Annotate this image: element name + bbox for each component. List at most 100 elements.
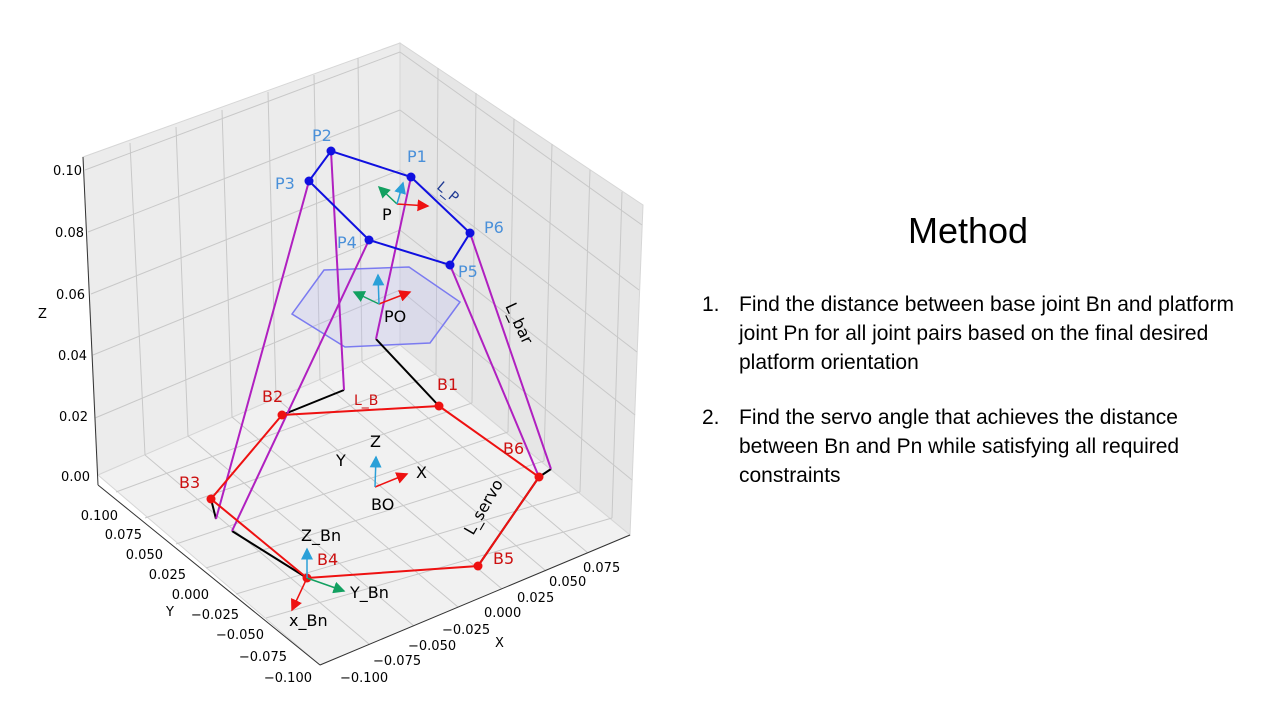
label-bn-z: Z_Bn bbox=[301, 526, 341, 546]
step-number: 1. bbox=[702, 293, 720, 316]
y-tick: 0.100 bbox=[81, 509, 118, 524]
label-l-b: L_B bbox=[354, 393, 378, 409]
base-joint-frame-axes bbox=[291, 547, 346, 612]
y-tick: 0.075 bbox=[105, 528, 142, 543]
y-tick: −0.100 bbox=[264, 671, 312, 686]
platform-joint bbox=[364, 235, 374, 245]
z-tick: 0.10 bbox=[53, 164, 82, 179]
platform-point-labels: P1 P2 P3 P4 P5 P6 bbox=[275, 126, 504, 281]
connecting-bar bbox=[215, 180, 310, 520]
y-axis-ticks: 0.100 0.075 0.050 0.025 0.000 −0.025 −0.… bbox=[81, 509, 312, 686]
z-tick: 0.08 bbox=[55, 226, 84, 241]
servo-arm bbox=[375, 338, 440, 407]
x-tick: −0.075 bbox=[373, 654, 421, 669]
platform-joint bbox=[304, 176, 314, 186]
label-p4: P4 bbox=[337, 233, 357, 252]
platform-x-axis-arrow bbox=[396, 199, 430, 212]
z-tick: 0.02 bbox=[59, 410, 88, 425]
label-b2: B2 bbox=[262, 387, 283, 406]
platform-joint bbox=[406, 172, 416, 182]
label-p3: P3 bbox=[275, 174, 295, 193]
label-p2: P2 bbox=[312, 126, 332, 145]
method-step: 1. Find the distance between base joint … bbox=[702, 290, 1262, 377]
platform-origin-hexagon bbox=[290, 266, 462, 348]
y-tick: −0.025 bbox=[191, 608, 239, 623]
method-steps-list: 1. Find the distance between base joint … bbox=[702, 290, 1262, 516]
y-axis-label: Y bbox=[165, 605, 174, 620]
platform-joint bbox=[445, 260, 455, 270]
base-joint bbox=[206, 494, 216, 504]
y-tick: 0.050 bbox=[126, 548, 163, 563]
bo-z-axis-arrow bbox=[369, 455, 382, 488]
connecting-bars bbox=[215, 150, 552, 532]
z-tick: 0.06 bbox=[56, 288, 85, 303]
label-bn-y: Y_Bn bbox=[349, 583, 389, 603]
x-tick: −0.025 bbox=[442, 623, 490, 638]
label-p1: P1 bbox=[407, 147, 427, 166]
connecting-bar bbox=[469, 232, 552, 470]
stewart-platform-diagram: 0.00 0.02 0.04 0.06 0.08 0.10 Z 0.100 0.… bbox=[38, 42, 644, 686]
x-tick: 0.025 bbox=[517, 591, 554, 606]
label-base-origin: BO bbox=[371, 495, 394, 514]
platform-joint bbox=[465, 228, 475, 238]
x-axis-ticks: −0.100 −0.075 −0.050 −0.025 0.000 0.025 … bbox=[340, 561, 620, 686]
platform-joint bbox=[326, 146, 336, 156]
label-b1: B1 bbox=[437, 375, 458, 394]
label-platform-origin: PO bbox=[384, 307, 406, 326]
x-tick: 0.000 bbox=[484, 606, 521, 621]
base-joint bbox=[434, 401, 444, 411]
method-title: Method bbox=[907, 210, 1029, 251]
connecting-bar bbox=[330, 150, 345, 391]
base-joint bbox=[277, 410, 287, 420]
z-axis-label: Z bbox=[38, 307, 47, 322]
po-x-axis-arrow bbox=[378, 290, 412, 305]
servo-arm bbox=[231, 530, 308, 579]
platform-y-axis-arrow bbox=[377, 185, 398, 205]
platform-z-axis-arrow bbox=[394, 181, 406, 205]
platform-joints bbox=[304, 146, 475, 270]
label-p6: P6 bbox=[484, 218, 504, 237]
base-joints bbox=[206, 401, 544, 583]
axis-edges bbox=[82, 156, 631, 666]
label-platform-frame: P bbox=[382, 205, 392, 224]
step-number: 2. bbox=[702, 406, 720, 429]
bn-y-axis-arrow bbox=[306, 577, 346, 594]
servo-arm bbox=[281, 389, 345, 416]
label-b5: B5 bbox=[493, 549, 514, 568]
x-tick: −0.050 bbox=[408, 639, 456, 654]
label-p5: P5 bbox=[458, 262, 478, 281]
step-text: Find the distance between base joint Bn … bbox=[739, 293, 1234, 374]
base-joint bbox=[534, 472, 544, 482]
step-text: Find the servo angle that achieves the d… bbox=[739, 406, 1180, 487]
label-b6: B6 bbox=[503, 439, 524, 458]
y-tick: −0.050 bbox=[216, 628, 264, 643]
x-axis-label: X bbox=[495, 636, 504, 651]
z-tick: 0.00 bbox=[61, 470, 90, 485]
label-b4: B4 bbox=[317, 550, 338, 569]
base-joint bbox=[473, 561, 483, 571]
x-tick: −0.100 bbox=[340, 671, 388, 686]
bo-x-axis-arrow bbox=[374, 472, 409, 488]
z-axis-ticks: 0.00 0.02 0.04 0.06 0.08 0.10 bbox=[53, 164, 90, 485]
label-base-x: X bbox=[416, 463, 427, 482]
platform-origin-frame-axes bbox=[352, 273, 412, 305]
x-tick: 0.075 bbox=[583, 561, 620, 576]
connecting-bar bbox=[449, 264, 540, 478]
label-bn-x: x_Bn bbox=[289, 611, 328, 631]
platform-frame-axes bbox=[377, 181, 430, 212]
label-base-z: Z bbox=[370, 432, 381, 451]
base-point-labels: B1 B2 B3 B4 B5 B6 bbox=[179, 375, 524, 569]
base-origin-frame-axes bbox=[369, 455, 409, 488]
po-z-axis-arrow bbox=[372, 273, 385, 305]
y-tick: 0.025 bbox=[149, 568, 186, 583]
grid-lines bbox=[84, 51, 643, 645]
z-tick: 0.04 bbox=[58, 349, 87, 364]
label-b3: B3 bbox=[179, 473, 200, 492]
po-y-axis-arrow bbox=[352, 291, 380, 305]
label-base-y: Y bbox=[335, 451, 346, 470]
y-tick: 0.000 bbox=[172, 588, 209, 603]
x-tick: 0.050 bbox=[549, 575, 586, 590]
connecting-bar bbox=[231, 239, 370, 532]
method-step: 2. Find the servo angle that achieves th… bbox=[702, 403, 1262, 490]
bn-x-axis-arrow bbox=[291, 577, 308, 612]
